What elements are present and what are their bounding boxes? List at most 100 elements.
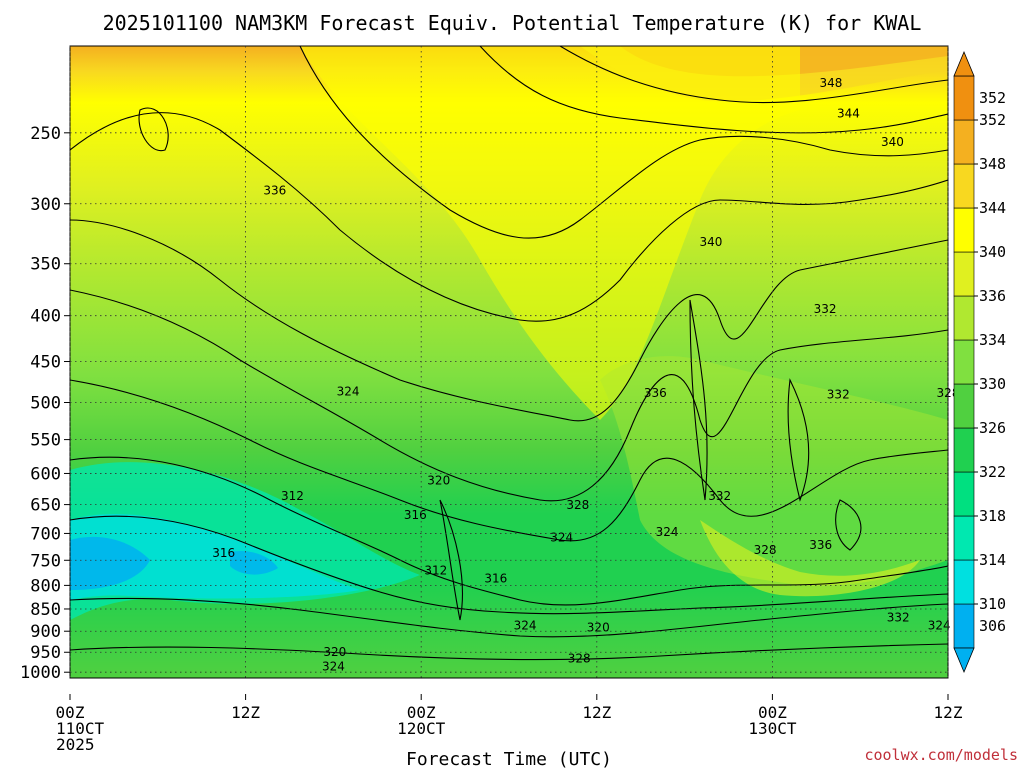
y-tick-label: 550 [30,431,61,451]
contour-label: 336 [809,538,832,552]
colorbar-segment [953,251,975,297]
x-tick-label: 130CT [748,719,797,738]
contour-label: 336 [263,184,286,198]
colorbar-segment [953,471,975,517]
x-tick-label: 2025 [56,735,95,754]
colorbar-tick-label: 352 [979,111,1006,129]
colorbar-segment [953,295,975,341]
contour-label: 340 [699,235,722,249]
colorbar-segment [953,559,975,605]
contour-label: 324 [928,619,951,633]
contour-label: 328 [568,652,591,666]
x-tick-label: 00Z [758,703,787,722]
y-tick-label: 250 [30,124,61,144]
colorbar-segment [953,119,975,165]
contour-line [299,46,948,239]
y-tick-label: 800 [30,576,61,596]
x-axis-label: Forecast Time (UTC) [406,749,612,768]
grid-layer [69,46,949,678]
colorbar-tick-label: 334 [979,331,1006,349]
x-tick-label: 00Z [407,703,436,722]
colorbar-tick-label: 310 [979,595,1006,613]
colorbar-tick-label: 340 [979,243,1006,261]
x-tick-label: 12Z [582,703,611,722]
contour-line [835,499,862,551]
region-310-b [230,550,278,575]
contour-label: 340 [881,135,904,149]
contour-label: 312 [281,489,304,503]
contour-label: 324 [514,619,537,633]
contour-label: 324 [550,530,573,544]
y-tick-label: 600 [30,464,61,484]
colorbar-segment [953,207,975,253]
y-tick-label: 300 [30,195,61,215]
contour-line [559,46,948,104]
colorbar-segment [953,75,975,121]
contour-label: 324 [322,660,345,674]
field-layer [70,46,948,678]
contour-line [70,597,948,638]
contour-label: 320 [427,474,450,488]
colorbar-tick-label: 322 [979,463,1006,481]
colorbar-segment [953,427,975,473]
colorbar-tick-label: 352 [979,89,1006,107]
contour-line [70,643,948,661]
region-310 [70,536,150,590]
colorbar-tick-label: 344 [979,199,1006,217]
contour-line [138,107,169,152]
x-tick-label: 110CT [56,719,105,738]
contour-line [439,499,463,621]
chart-title: 2025101100 NAM3KM Forecast Equiv. Potent… [103,11,922,35]
contour-label: 312 [424,564,447,578]
colorbar-segment [953,163,975,209]
contour-label: 320 [323,645,346,659]
colorbar-tick-label: 318 [979,507,1006,525]
contour-label: 316 [404,508,427,522]
x-tick-label: 120CT [397,719,446,738]
contour-label: 348 [819,76,842,90]
contour-line [70,289,948,502]
watermark: coolwx.com/models [864,746,1018,764]
contour-line [787,378,810,502]
contour-label: 324 [656,525,679,539]
y-axis: 2503003504004505005506006507007508008509… [20,124,70,683]
contour-label: 328 [754,543,777,557]
y-tick-label: 900 [30,622,61,642]
colorbar-tick-label: 330 [979,375,1006,393]
contour-label: 320 [587,620,610,634]
contour-label: 328 [566,498,589,512]
colorbar: 310 314 318 322 326 330 334 336 340 344 348 352 306 3… [953,50,1006,674]
y-tick-label: 650 [30,496,61,516]
colorbar-extend-low [953,647,975,674]
contour-label: 332 [708,489,731,503]
y-tick-label: 700 [30,524,61,544]
contour-line [70,379,948,542]
colorbar-segment [953,603,975,649]
y-tick-label: 1000 [20,663,61,683]
x-tick-label: 12Z [934,703,963,722]
colorbar-segment [953,383,975,429]
contour-line [689,299,708,501]
contour-line [70,112,948,322]
y-tick-label: 400 [30,307,61,327]
y-tick-label: 450 [30,353,61,373]
x-tick-label: 00Z [56,703,85,722]
contour-label: 336 [644,386,667,400]
contour-label: 324 [337,384,360,398]
contour-label: 332 [827,388,850,402]
y-tick-label: 850 [30,600,61,620]
contour-label: 332 [887,611,910,625]
region-314 [70,514,360,600]
colorbar-segment [953,339,975,385]
colorbar-segment [953,515,975,561]
x-tick-label: 12Z [231,703,260,722]
contour-line [70,456,948,606]
contour-label: 344 [837,107,860,121]
colorbar-tick-label: 336 [979,287,1006,305]
contour-label: 316 [212,546,235,560]
y-tick-label: 750 [30,551,61,571]
y-tick-label: 350 [30,255,61,275]
